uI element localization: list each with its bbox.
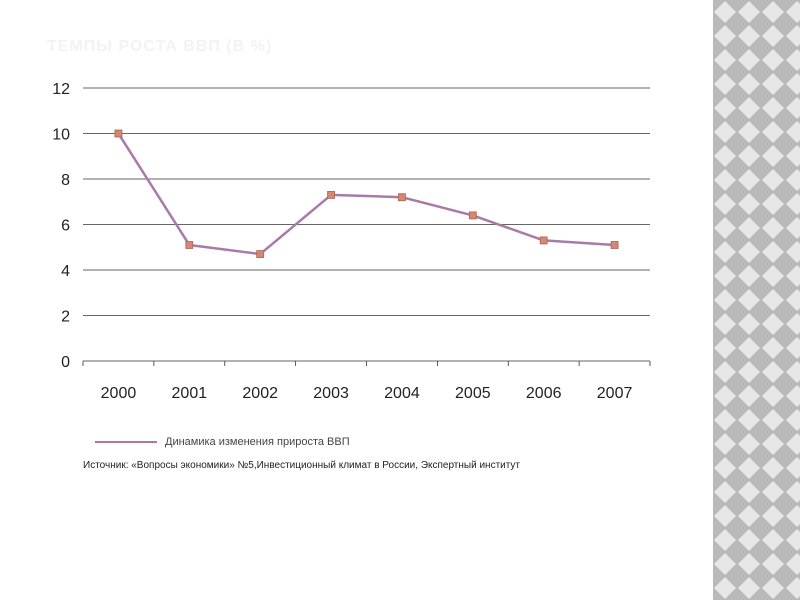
y-tick-label: 8 [61,172,70,189]
legend: Динамика изменения прироста ВВП [95,434,350,450]
x-tick-label: 2000 [101,385,137,402]
x-tick-label: 2003 [313,385,349,402]
x-tick-labels: 2000 2001 2002 2003 2004 2005 2006 2007 [101,385,633,402]
y-tick-label: 10 [52,127,70,144]
x-tick-label: 2007 [597,385,633,402]
gridlines [82,87,651,366]
x-tick-label: 2002 [242,385,278,402]
legend-label: Динамика изменения прироста ВВП [165,436,350,448]
y-tick-labels: 0 2 4 6 8 10 12 [52,81,70,371]
source-note: Источник: «Вопросы экономики» №5,Инвести… [83,460,521,471]
x-tick-label: 2005 [455,385,491,402]
y-tick-label: 0 [61,354,70,371]
x-tick-label: 2001 [172,385,208,402]
y-tick-label: 2 [61,309,70,326]
x-tick-label: 2004 [384,385,420,402]
decorative-diamond-stripe [713,0,800,600]
slide-title: ТЕМПЫ РОСТА ВВП (В %) [47,38,273,55]
data-point [398,193,406,202]
data-point [610,241,619,249]
y-tick-label: 12 [52,81,70,98]
series-line [117,132,615,256]
data-point [256,250,265,258]
x-tick-label: 2006 [526,385,562,402]
y-tick-label: 6 [61,218,70,235]
legend-swatch [95,441,157,443]
y-tick-label: 4 [61,263,70,280]
series-layer [114,129,619,258]
data-point [114,129,123,138]
data-point [539,236,548,245]
data-point [468,211,477,220]
data-point [185,241,194,249]
data-point [327,191,335,199]
